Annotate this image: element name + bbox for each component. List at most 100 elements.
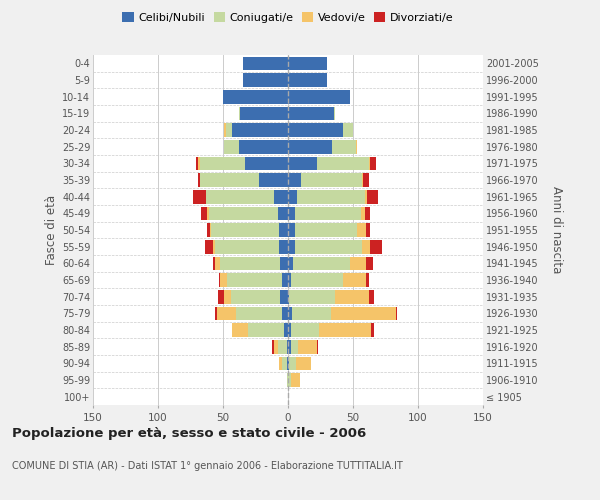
Bar — [284, 323, 288, 337]
Bar — [287, 373, 288, 387]
Bar — [357, 223, 366, 237]
Bar — [292, 306, 331, 320]
Bar — [217, 306, 236, 320]
Bar — [224, 290, 231, 304]
Bar — [370, 156, 376, 170]
Bar — [232, 123, 288, 137]
Bar — [215, 306, 217, 320]
Bar — [272, 340, 274, 353]
Bar — [288, 140, 332, 153]
Bar — [295, 240, 362, 254]
Bar — [368, 156, 370, 170]
Bar — [239, 140, 288, 153]
Bar — [288, 106, 334, 120]
Bar — [368, 290, 374, 304]
Bar — [362, 240, 370, 254]
Bar — [288, 73, 327, 87]
Bar — [298, 340, 317, 353]
Bar — [366, 273, 368, 287]
Bar — [232, 323, 248, 337]
Bar — [211, 223, 279, 237]
Bar — [215, 240, 279, 254]
Bar — [301, 173, 362, 187]
Bar — [288, 240, 295, 254]
Bar — [280, 256, 288, 270]
Bar — [279, 240, 288, 254]
Bar — [279, 356, 281, 370]
Bar — [193, 190, 206, 203]
Bar — [212, 256, 215, 270]
Bar — [223, 90, 288, 104]
Bar — [198, 173, 200, 187]
Bar — [290, 323, 319, 337]
Bar — [289, 290, 335, 304]
Bar — [215, 256, 220, 270]
Bar — [362, 173, 364, 187]
Bar — [295, 223, 357, 237]
Bar — [224, 140, 239, 153]
Bar — [212, 240, 215, 254]
Bar — [206, 190, 274, 203]
Bar — [365, 190, 367, 203]
Bar — [335, 290, 368, 304]
Bar — [208, 223, 210, 237]
Bar — [288, 256, 293, 270]
Bar — [220, 273, 227, 287]
Bar — [219, 273, 220, 287]
Bar — [224, 123, 226, 137]
Bar — [288, 56, 327, 70]
Bar — [287, 340, 288, 353]
Bar — [288, 356, 289, 370]
Bar — [288, 290, 289, 304]
Text: Popolazione per età, sesso e stato civile - 2006: Popolazione per età, sesso e stato civil… — [12, 428, 366, 440]
Bar — [288, 173, 301, 187]
Legend: Celibi/Nubili, Coniugati/e, Vedovi/e, Divorziati/e: Celibi/Nubili, Coniugati/e, Vedovi/e, Di… — [118, 8, 458, 28]
Bar — [245, 156, 288, 170]
Bar — [227, 273, 281, 287]
Bar — [201, 206, 208, 220]
Bar — [248, 323, 284, 337]
Bar — [200, 156, 245, 170]
Bar — [361, 206, 365, 220]
Bar — [366, 256, 373, 270]
Bar — [289, 356, 296, 370]
Bar — [198, 156, 200, 170]
Bar — [293, 256, 350, 270]
Bar — [210, 223, 211, 237]
Bar — [205, 240, 212, 254]
Bar — [295, 206, 361, 220]
Bar — [236, 306, 281, 320]
Bar — [281, 306, 288, 320]
Bar — [288, 273, 290, 287]
Y-axis label: Anni di nascita: Anni di nascita — [550, 186, 563, 274]
Bar — [278, 206, 288, 220]
Bar — [196, 156, 198, 170]
Bar — [200, 173, 259, 187]
Bar — [280, 290, 288, 304]
Bar — [288, 123, 343, 137]
Bar — [288, 190, 297, 203]
Bar — [288, 223, 295, 237]
Bar — [218, 290, 224, 304]
Bar — [274, 340, 278, 353]
Bar — [356, 140, 357, 153]
Bar — [240, 106, 288, 120]
Bar — [290, 340, 298, 353]
Bar — [296, 356, 311, 370]
Bar — [226, 123, 232, 137]
Bar — [288, 90, 350, 104]
Bar — [278, 340, 287, 353]
Bar — [288, 373, 290, 387]
Bar — [367, 190, 378, 203]
Bar — [332, 140, 356, 153]
Bar — [319, 323, 371, 337]
Bar — [396, 306, 397, 320]
Bar — [274, 190, 288, 203]
Bar — [317, 340, 318, 353]
Bar — [288, 206, 295, 220]
Bar — [343, 273, 366, 287]
Bar — [281, 273, 288, 287]
Bar — [371, 323, 374, 337]
Bar — [288, 340, 290, 353]
Bar — [242, 73, 288, 87]
